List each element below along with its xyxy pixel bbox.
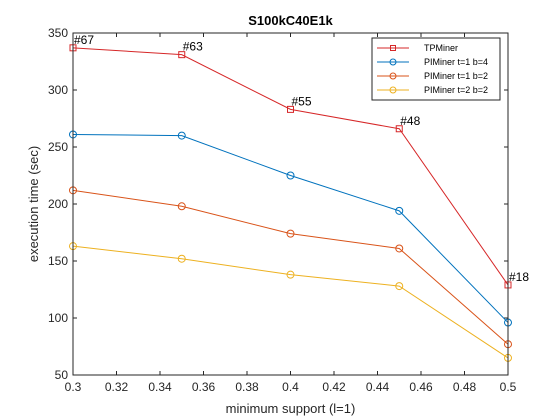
series-line bbox=[72, 47, 509, 286]
x-tick-label: 0.48 bbox=[453, 380, 477, 394]
legend-marker bbox=[389, 86, 397, 94]
y-tick-label: 100 bbox=[48, 311, 68, 325]
data-point bbox=[286, 229, 295, 238]
x-tick-label: 0.5 bbox=[500, 380, 517, 394]
chart-title: S100kC40E1k bbox=[248, 13, 333, 28]
legend: TPMiner PIMiner t=1 b=4 PIMiner t=1 b=2 PIM… bbox=[371, 37, 501, 101]
y-tick-label: 200 bbox=[48, 197, 68, 211]
x-tick-label: 0.44 bbox=[366, 380, 390, 394]
legend-label: TPMiner bbox=[424, 43, 458, 53]
legend-label: PIMiner t=2 b=2 bbox=[424, 85, 488, 95]
legend-item: TPMiner bbox=[377, 43, 458, 53]
legend-marker bbox=[390, 45, 396, 51]
data-point bbox=[177, 202, 186, 211]
data-point bbox=[286, 270, 295, 279]
x-tick-label: 0.42 bbox=[322, 380, 346, 394]
data-point bbox=[287, 105, 294, 113]
series-line bbox=[72, 245, 509, 359]
x-tick-label: 0.3 bbox=[65, 380, 82, 394]
x-tick-label: 0.46 bbox=[409, 380, 433, 394]
data-point bbox=[395, 206, 404, 215]
series-line bbox=[72, 189, 509, 345]
legend-item: PIMiner t=1 b=2 bbox=[377, 71, 488, 81]
data-point bbox=[177, 131, 186, 140]
annotation-layer: #67 #63 #55 #48 #18 bbox=[74, 33, 529, 284]
data-point bbox=[395, 282, 404, 291]
series-4 bbox=[69, 242, 512, 362]
annotation-label: #63 bbox=[183, 40, 203, 54]
series-layer bbox=[69, 44, 512, 362]
annotation-label: #55 bbox=[292, 94, 312, 108]
x-tick-label: 0.4 bbox=[282, 380, 299, 394]
x-tick-label: 0.34 bbox=[148, 380, 172, 394]
legend-marker bbox=[389, 72, 397, 80]
x-tick-label: 0.36 bbox=[192, 380, 216, 394]
x-axis-title: minimum support (l=1) bbox=[226, 401, 356, 416]
y-tick-label: 50 bbox=[55, 368, 69, 382]
data-point bbox=[395, 125, 403, 133]
y-tick-label: 300 bbox=[48, 83, 68, 97]
annotation-label: #48 bbox=[400, 114, 420, 128]
y-axis-title: execution time (sec) bbox=[26, 146, 41, 262]
data-point bbox=[286, 171, 295, 180]
legend-item: PIMiner t=1 b=4 bbox=[377, 57, 488, 67]
y-tick-label: 250 bbox=[48, 140, 68, 154]
x-tick-label: 0.32 bbox=[105, 380, 129, 394]
annotation-label: #18 bbox=[509, 270, 529, 284]
y-tick-label: 150 bbox=[48, 254, 68, 268]
y-tick-label: 350 bbox=[48, 26, 68, 40]
legend-label: PIMiner t=1 b=2 bbox=[424, 71, 488, 81]
legend-marker bbox=[389, 58, 397, 66]
data-point bbox=[178, 51, 186, 59]
plot-frame bbox=[72, 32, 509, 376]
legend-item: PIMiner t=2 b=2 bbox=[377, 85, 488, 95]
legend-label: PIMiner t=1 b=4 bbox=[424, 57, 488, 67]
data-point bbox=[395, 244, 404, 253]
annotation-label: #67 bbox=[74, 33, 94, 47]
series-line bbox=[72, 133, 509, 323]
data-point bbox=[177, 254, 186, 263]
x-tick-label: 0.38 bbox=[235, 380, 259, 394]
axis-ticks: 0.3 0.32 0.34 0.36 0.38 0.4 0.42 0.44 0.46 0.48 0.… bbox=[48, 26, 517, 394]
